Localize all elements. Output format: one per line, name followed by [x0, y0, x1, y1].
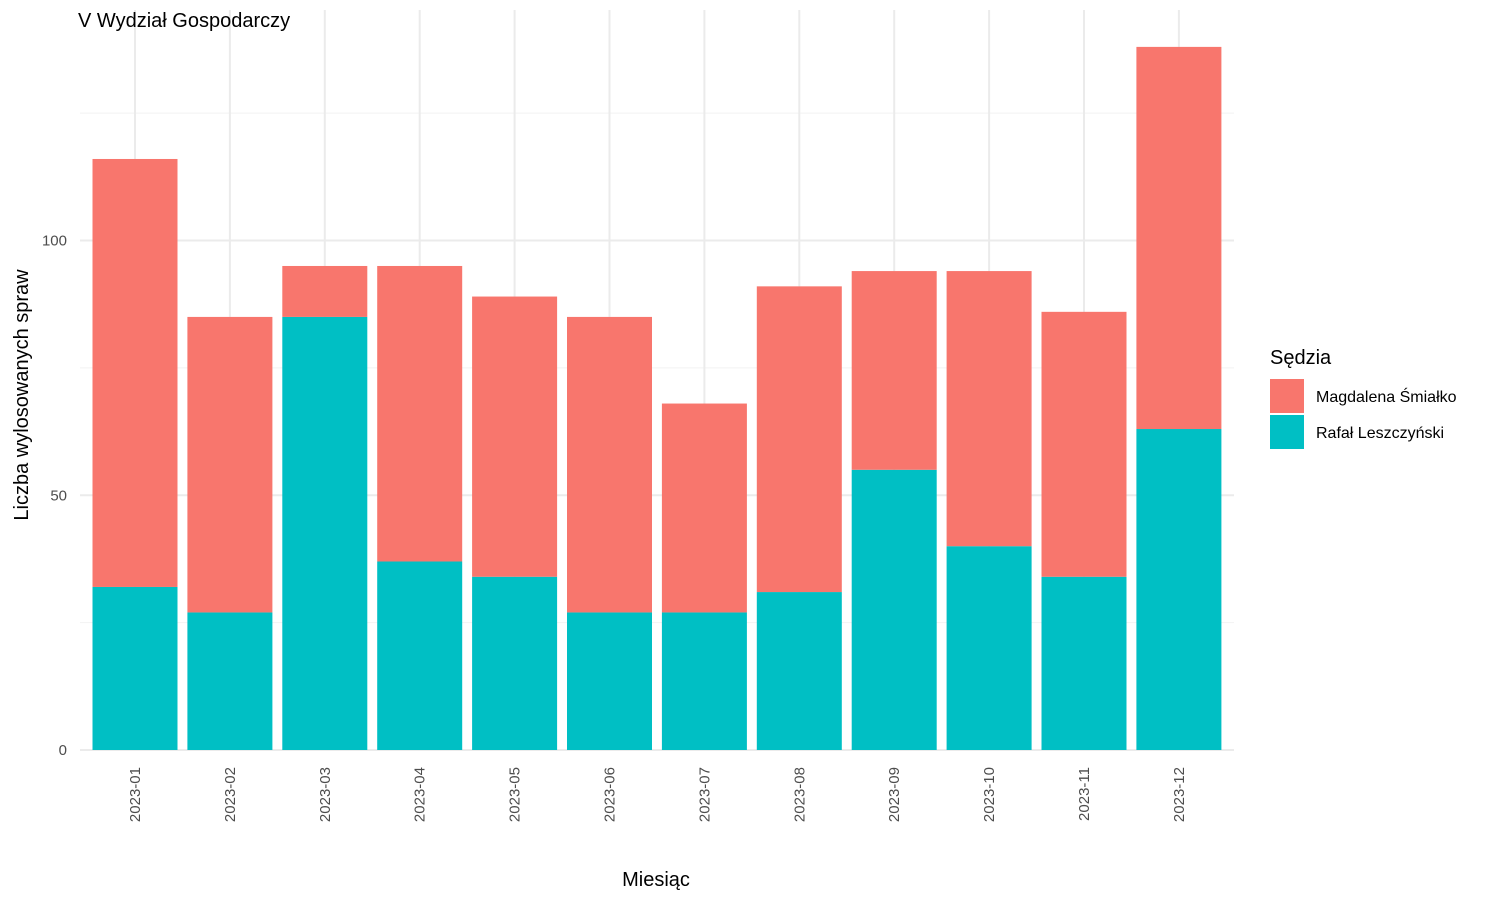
bar-segment	[187, 612, 273, 750]
x-axis-ticks: 2023-01 2023-02 2023-03 2023-04 2023-05 2023-…	[127, 767, 1188, 822]
bar-segment	[472, 296, 558, 577]
bar-segment	[851, 469, 937, 750]
y-tick-label: 100	[42, 233, 67, 250]
bar-segment	[92, 586, 178, 750]
y-axis-title: Liczba wylosowanych spraw	[11, 269, 33, 521]
bar-segment	[377, 265, 463, 562]
bar-segment	[661, 403, 747, 613]
bar-segment	[1041, 311, 1127, 577]
bar-segment	[282, 265, 368, 317]
x-tick-label: 2023-11	[1076, 767, 1093, 821]
legend-title: Sędzia	[1270, 347, 1332, 369]
bar-segment	[282, 316, 368, 750]
legend-swatch	[1270, 415, 1304, 449]
bar-segment	[567, 316, 652, 613]
y-axis-ticks: 0 50 100	[42, 233, 67, 760]
bar-segment	[946, 546, 1032, 750]
x-tick-label: 2023-10	[981, 767, 998, 822]
bar-segment	[1136, 46, 1222, 430]
x-tick-label: 2023-03	[317, 767, 334, 822]
y-tick-label: 50	[50, 487, 67, 504]
x-tick-label: 2023-06	[602, 767, 619, 822]
x-tick-label: 2023-02	[222, 767, 239, 822]
x-tick-label: 2023-01	[127, 767, 144, 822]
x-tick-label: 2023-04	[412, 767, 429, 822]
bar-segment	[756, 286, 842, 593]
x-tick-label: 2023-08	[791, 767, 808, 822]
legend-label: Magdalena Śmiałko	[1316, 387, 1457, 406]
bar-segment	[851, 271, 937, 470]
x-tick-label: 2023-05	[507, 767, 524, 822]
bar-segment	[187, 316, 273, 613]
x-axis-title: Miesiąc	[622, 869, 690, 891]
x-tick-label: 2023-09	[886, 767, 903, 822]
legend-swatch	[1270, 379, 1304, 413]
bar-segment	[472, 576, 558, 750]
bar-segment	[377, 561, 463, 750]
legend-label: Rafał Leszczyński	[1316, 425, 1444, 442]
bar-segment	[661, 612, 747, 750]
legend-items: Magdalena Śmiałko Rafał Leszczyński	[1270, 379, 1457, 449]
x-tick-label: 2023-12	[1171, 767, 1188, 822]
bar-segment	[1136, 429, 1222, 750]
bars	[92, 46, 1222, 750]
bar-segment	[92, 158, 178, 587]
bar-segment	[1041, 576, 1127, 750]
x-tick-label: 2023-07	[696, 767, 713, 822]
bar-segment	[756, 592, 842, 750]
y-tick-label: 0	[59, 742, 67, 759]
chart-title: V Wydział Gospodarczy	[78, 10, 290, 32]
bar-segment	[946, 271, 1032, 547]
bar-segment	[567, 612, 652, 750]
legend: Sędzia Magdalena Śmiałko Rafał Leszczyńsk…	[1270, 347, 1457, 449]
